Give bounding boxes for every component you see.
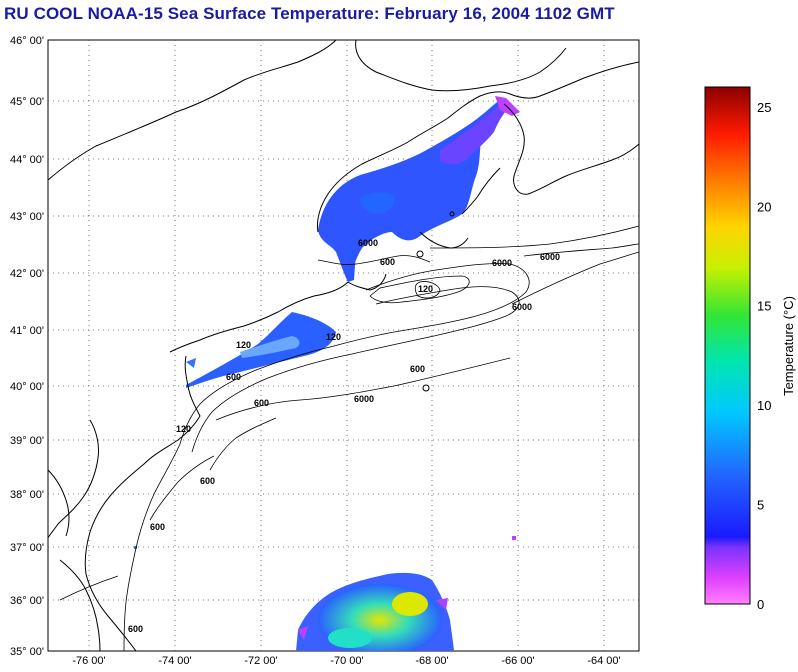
colorbar-tick-label: 20 (757, 199, 771, 214)
lon-tick-label: -72 00' (244, 655, 277, 667)
lon-tick-label: -70 00' (330, 655, 363, 667)
lat-tick-label: 41° 00' (10, 325, 44, 337)
lon-tick-label: -74 00' (158, 655, 191, 667)
contour-label: 120 (236, 340, 251, 350)
page-title: RU COOL NOAA-15 Sea Surface Temperature:… (4, 4, 615, 23)
contour-label: 600 (254, 398, 269, 408)
lon-tick-label: -64 00' (587, 655, 620, 667)
lat-tick-label: 36° 00' (10, 595, 44, 607)
contour-label: 600 (380, 257, 395, 267)
contour-label: 120 (418, 284, 433, 294)
lat-tick-label: 40° 00' (10, 381, 44, 393)
contour-label: 6000 (540, 252, 560, 262)
lat-tick-label: 37° 00' (10, 542, 44, 554)
lat-tick-label: 46° 00' (10, 35, 44, 47)
colorbar-label: Temperature (°C) (781, 296, 796, 396)
contour-label: 120 (326, 332, 341, 342)
longitude-axis: -76 00' -74 00' -72 00' -70 00' -68 00' -66 0… (72, 655, 620, 667)
lat-tick-label: 35° 00' (10, 646, 44, 658)
lat-tick-label: 43° 00' (10, 211, 44, 223)
contour-labels: 6000 600 6000 6000 120 6000 120 120 600 … (128, 238, 560, 634)
contour-label: 6000 (512, 302, 532, 312)
lat-tick-label: 45° 00' (10, 96, 44, 108)
bathymetry-contours (59, 225, 639, 651)
map-frame (47, 39, 640, 652)
contour-label: 6000 (358, 238, 378, 248)
sst-data-layer (134, 96, 520, 651)
lat-tick-label: 42° 00' (10, 268, 44, 280)
contour-label: 600 (226, 372, 241, 382)
colorbar-tick-label: 25 (757, 100, 771, 115)
lon-tick-label: -66 00' (501, 655, 534, 667)
colorbar-tick-label: 0 (757, 597, 764, 612)
lon-tick-label: -76 00' (72, 655, 105, 667)
contour-label: 120 (176, 424, 191, 434)
contour-label: 6000 (492, 258, 512, 268)
colorbar-tick-label: 5 (757, 498, 764, 513)
contour-label: 600 (410, 364, 425, 374)
lon-tick-label: -68 00' (415, 655, 448, 667)
contour-label: 6000 (354, 394, 374, 404)
contour-label: 600 (150, 522, 165, 532)
temperature-colorbar: 0 5 10 15 20 25 Temperature (°C) (704, 86, 796, 612)
contour-label: 600 (128, 624, 143, 634)
lat-tick-label: 38° 00' (10, 489, 44, 501)
colorbar-tick-label: 10 (757, 398, 771, 413)
contour-label: 600 (200, 476, 215, 486)
lat-tick-label: 39° 00' (10, 435, 44, 447)
latitude-axis: 46° 00' 45° 00' 44° 00' 43° 00' 42° 00' 41° 0… (10, 35, 44, 658)
colorbar-tick-label: 15 (757, 299, 771, 314)
lat-tick-label: 44° 00' (10, 154, 44, 166)
colorbar-gradient (704, 86, 751, 605)
